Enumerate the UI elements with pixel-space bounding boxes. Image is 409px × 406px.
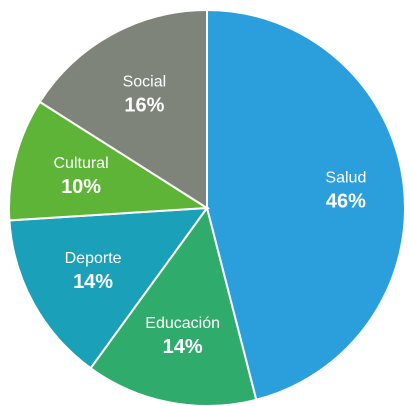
pie-slice <box>206 8 406 401</box>
slice-value: 46% <box>326 191 366 213</box>
slice-value: 14% <box>73 271 113 293</box>
slice-label: Salud <box>325 170 366 187</box>
pie-slice <box>8 206 210 370</box>
slice-label: Cultural <box>54 155 109 172</box>
slice-value: 16% <box>124 94 164 116</box>
slice-value: 10% <box>61 176 101 198</box>
pie-slice <box>89 205 258 406</box>
pie-slice <box>38 8 208 210</box>
slice-label: Social <box>123 73 167 90</box>
slice-label: Deporte <box>65 250 122 267</box>
slice-value: 14% <box>163 336 203 358</box>
pie-slice <box>8 100 211 222</box>
slice-label: Educación <box>145 315 220 332</box>
